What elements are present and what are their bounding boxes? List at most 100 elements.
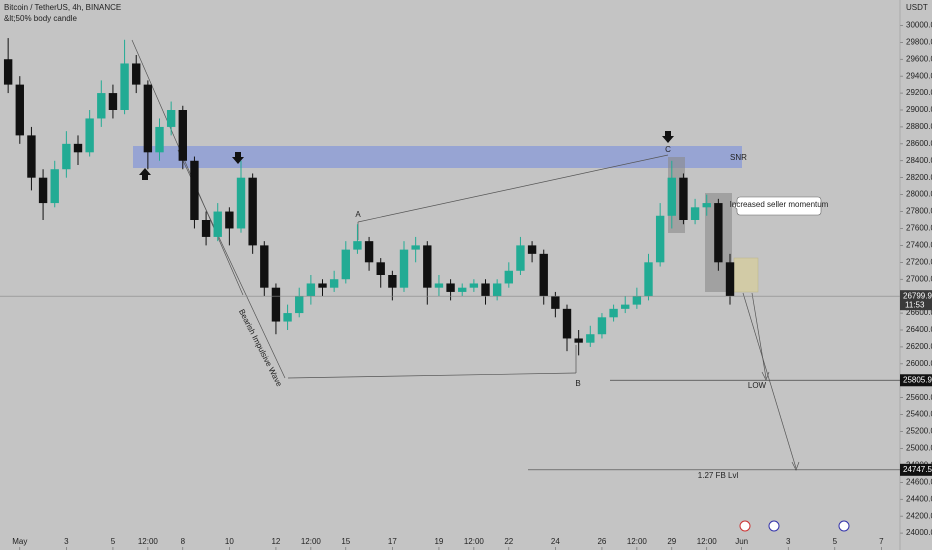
y-tick-label: 25000.00 bbox=[906, 444, 932, 453]
y-tick-label: 28600.00 bbox=[906, 139, 932, 148]
projection-line bbox=[751, 292, 767, 379]
candle-body bbox=[120, 63, 129, 110]
y-tick-label: 26200.00 bbox=[906, 342, 932, 351]
candle-body bbox=[597, 317, 607, 335]
candle-body bbox=[399, 249, 409, 288]
candle-body bbox=[38, 177, 48, 204]
candle-body bbox=[353, 241, 362, 250]
x-tick-label: 12 bbox=[271, 537, 280, 546]
chart-title: Bitcoin / TetherUS, 4h, BINANCE bbox=[4, 3, 121, 12]
candle-body bbox=[539, 253, 548, 297]
candle-body bbox=[97, 93, 106, 119]
candle-body bbox=[504, 270, 513, 284]
x-tick-label: 3 bbox=[64, 537, 69, 546]
y-tick-label: 30000.00 bbox=[906, 20, 932, 29]
candle-body bbox=[306, 283, 316, 297]
candle-body bbox=[201, 220, 211, 237]
y-tick-label: 26600.00 bbox=[906, 308, 932, 317]
event-icon bbox=[739, 520, 751, 532]
snr-zone bbox=[133, 146, 742, 168]
candle-body bbox=[73, 143, 83, 153]
y-tick-label: 24600.00 bbox=[906, 477, 932, 486]
y-tick-label: 29000.00 bbox=[906, 105, 932, 114]
candle-body bbox=[469, 283, 479, 288]
candle-body bbox=[446, 283, 455, 292]
candle-body bbox=[423, 245, 432, 288]
candle-body bbox=[341, 249, 350, 280]
candle-body bbox=[690, 207, 700, 220]
candle-body bbox=[295, 296, 304, 314]
point-label: B bbox=[575, 379, 580, 388]
candle-body bbox=[213, 211, 222, 237]
level-badge bbox=[900, 374, 932, 387]
candle-body bbox=[679, 177, 688, 220]
point-label: A bbox=[355, 210, 361, 219]
x-tick-label: 15 bbox=[341, 537, 350, 546]
chart-subtitle: &lt;50% body candle bbox=[4, 14, 77, 23]
level-badge-label: 24747.59 bbox=[903, 465, 932, 474]
candle-body bbox=[166, 110, 176, 127]
x-tick-label: 26 bbox=[597, 537, 606, 546]
x-tick-label: 19 bbox=[434, 537, 443, 546]
candle-body bbox=[225, 211, 234, 229]
x-tick-label: 17 bbox=[388, 537, 397, 546]
x-tick-label: 12:00 bbox=[697, 537, 718, 546]
y-tick-label: 26000.00 bbox=[906, 359, 932, 368]
down-arrow bbox=[232, 152, 244, 164]
candle-body bbox=[155, 126, 164, 153]
y-tick-label: 24200.00 bbox=[906, 511, 932, 520]
candle-body bbox=[62, 143, 71, 170]
candle-body bbox=[609, 308, 618, 318]
candle-body bbox=[108, 93, 118, 110]
y-tick-label: 29600.00 bbox=[906, 54, 932, 63]
candle-body bbox=[551, 296, 560, 309]
candle-body bbox=[516, 245, 525, 271]
y-tick-label: 28400.00 bbox=[906, 156, 932, 165]
trend-line bbox=[357, 154, 669, 223]
y-tick-label: 24000.00 bbox=[906, 528, 932, 537]
candle-body bbox=[562, 308, 572, 339]
level-label: LOW bbox=[748, 381, 767, 390]
candle-body bbox=[15, 84, 24, 136]
candle-body bbox=[364, 241, 374, 263]
x-tick-label: 12:00 bbox=[627, 537, 648, 546]
x-tick-label: 7 bbox=[879, 537, 884, 546]
candle-body bbox=[434, 283, 444, 288]
x-tick-label: 12:00 bbox=[464, 537, 485, 546]
zone-label: SNR bbox=[730, 153, 747, 162]
y-tick-label: 28000.00 bbox=[906, 190, 932, 199]
point-label: C bbox=[665, 145, 671, 154]
y-tick-label: 29200.00 bbox=[906, 88, 932, 97]
candle-body bbox=[655, 215, 665, 263]
currency-label: USDT bbox=[906, 3, 928, 12]
last-price-label: 26799.93 bbox=[903, 291, 932, 300]
candle-body bbox=[260, 245, 269, 288]
y-tick-label: 27800.00 bbox=[906, 207, 932, 216]
x-tick-label: 12:00 bbox=[301, 537, 322, 546]
level-badge bbox=[900, 463, 932, 476]
y-tick-label: 27000.00 bbox=[906, 274, 932, 283]
candle-body bbox=[27, 135, 36, 178]
candle-body bbox=[248, 177, 257, 246]
candle-body bbox=[3, 59, 13, 85]
level-label: 1.27 FB Lvl bbox=[698, 471, 739, 480]
x-tick-label: 3 bbox=[786, 537, 791, 546]
candle-body bbox=[714, 203, 723, 263]
candle-body bbox=[236, 177, 246, 229]
candle-body bbox=[481, 283, 490, 297]
candle-body bbox=[85, 118, 94, 153]
y-tick-label: 26400.00 bbox=[906, 325, 932, 334]
y-tick-label: 27600.00 bbox=[906, 224, 932, 233]
candle-body bbox=[411, 245, 420, 250]
x-tick-label: May bbox=[12, 537, 27, 546]
event-icon bbox=[838, 520, 850, 532]
x-tick-label: 10 bbox=[225, 537, 234, 546]
x-tick-label: 12:00 bbox=[138, 537, 159, 546]
callout-text: Increased seller momentum bbox=[730, 200, 829, 209]
y-tick-label: 27400.00 bbox=[906, 240, 932, 249]
x-tick-label: 8 bbox=[181, 537, 186, 546]
candle-body bbox=[178, 110, 187, 161]
x-tick-label: 22 bbox=[504, 537, 513, 546]
